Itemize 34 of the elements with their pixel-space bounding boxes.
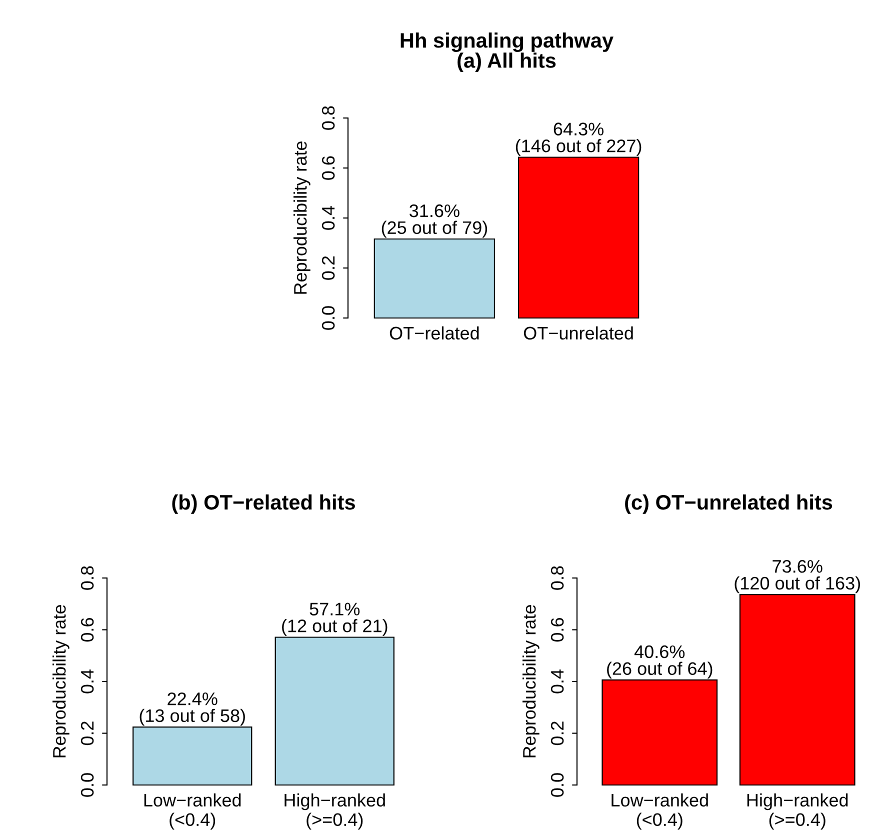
y-tick-label: 0.2	[322, 256, 335, 280]
x-tick-label: Low−ranked (<0.4)	[612, 793, 708, 830]
x-tick-label: Low−ranked (<0.4)	[144, 793, 241, 830]
y-tick-label: 0.2	[80, 722, 94, 746]
x-tick-label: High−ranked (>=0.4)	[284, 793, 385, 830]
y-tick-label: 0.0	[322, 306, 335, 330]
y-tick-label: 0.4	[322, 206, 335, 230]
data-label: 40.6% (26 out of 64)	[607, 645, 712, 679]
y-tick-label: 0.2	[550, 722, 564, 746]
chart-title: (b) OT−related hits	[172, 494, 355, 514]
x-tick-label: High−ranked (>=0.4)	[747, 793, 848, 830]
y-axis-title: Reproducibility rate	[52, 605, 70, 758]
y-tick-label: 0.6	[322, 156, 335, 180]
y-tick-label: 0.6	[550, 618, 564, 642]
y-axis-title: Reproducibility rate	[522, 605, 540, 758]
x-tick-label: OT−unrelated	[524, 326, 633, 340]
y-axis-title: Reproducibility rate	[294, 142, 310, 294]
data-label: 22.4% (13 out of 58)	[140, 692, 245, 726]
y-tick-label: 0.8	[550, 566, 564, 590]
data-label: 73.6% (120 out of 163)	[734, 560, 860, 594]
y-tick-label: 0.0	[80, 773, 94, 797]
chart-subtitle: (a) All hits	[458, 52, 556, 72]
y-tick-label: 0.8	[80, 566, 94, 590]
y-tick-label: 0.8	[322, 106, 335, 130]
y-tick-label: 0.4	[550, 669, 564, 694]
y-tick-label: 0.4	[80, 669, 94, 694]
x-tick-label: OT−related	[390, 326, 479, 340]
y-tick-label: 0.0	[550, 773, 564, 797]
chart-title: (c) OT−unrelated hits	[625, 494, 832, 514]
data-label: 57.1% (12 out of 21)	[282, 602, 388, 636]
data-label: 31.6% (25 out of 79)	[382, 204, 488, 238]
data-label: 64.3% (146 out of 227)	[516, 122, 642, 156]
y-tick-label: 0.6	[80, 618, 94, 642]
chart-title: Hh signaling pathway	[400, 32, 614, 52]
